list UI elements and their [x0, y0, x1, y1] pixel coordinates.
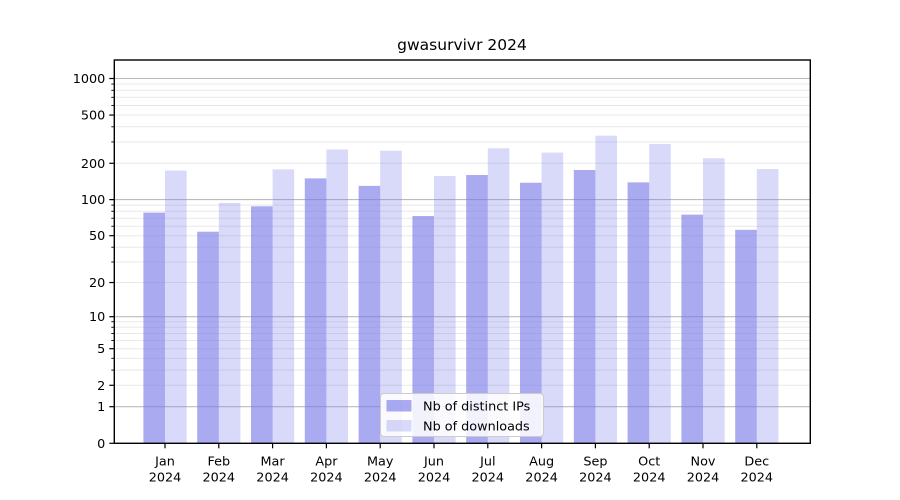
bar-downloads-jul	[487, 148, 510, 444]
chart-title: gwasurvivr 2024	[397, 36, 527, 54]
bar-downloads-nov	[703, 158, 725, 444]
y-tick-label: 2	[97, 379, 105, 394]
x-tick-label-month: Oct	[638, 455, 660, 470]
x-tick-label-month: Dec	[744, 455, 769, 470]
bar-downloads-feb	[218, 202, 241, 444]
x-tick-label-month: Jun	[423, 455, 444, 470]
bar-ips-mar	[251, 206, 273, 444]
bar-ips-nov	[681, 214, 703, 444]
bar-downloads-aug	[541, 152, 564, 444]
y-tick-label: 5	[97, 342, 105, 357]
x-tick-label-month: Sep	[583, 455, 607, 470]
bar-downloads-apr	[326, 149, 348, 444]
bar-downloads-dec	[756, 169, 779, 444]
legend-label: Nb of distinct IPs	[423, 400, 531, 415]
y-tick-label: 0	[97, 437, 105, 452]
bar-ips-jun	[412, 216, 434, 444]
x-tick-label-month: Jul	[479, 455, 495, 470]
plot-border	[113, 59, 812, 444]
bar-downloads-sep	[595, 135, 617, 444]
legend	[380, 393, 544, 437]
x-tick-label-month: Mar	[261, 455, 286, 470]
y-tick-label: 100	[81, 193, 105, 208]
bar-downloads-jan	[165, 170, 187, 444]
x-tick-label-month: Nov	[691, 455, 716, 470]
y-tick-label: 10	[89, 310, 105, 325]
x-tick-label-year: 2024	[687, 471, 720, 486]
bar-ips-may	[358, 185, 381, 444]
x-tick-label-month: Apr	[315, 455, 338, 470]
x-tick-label-year: 2024	[310, 471, 343, 486]
y-tick-label: 500	[81, 109, 105, 124]
bar-downloads-jun	[434, 175, 456, 444]
y-tick-label: 1	[97, 400, 105, 415]
bar-ips-apr	[304, 178, 327, 444]
x-tick-label-year: 2024	[256, 471, 289, 486]
x-tick-label-month: Jan	[154, 455, 175, 470]
legend-swatch-ips	[386, 400, 412, 412]
x-tick-label-year: 2024	[203, 471, 236, 486]
y-tick-label: 200	[81, 157, 105, 172]
bar-ips-feb	[197, 231, 219, 444]
x-tick-label-year: 2024	[579, 471, 612, 486]
bar-ips-aug	[520, 182, 542, 444]
x-tick-label-year: 2024	[633, 471, 666, 486]
y-tick-label: 50	[89, 229, 105, 244]
x-tick-label-year: 2024	[472, 471, 505, 486]
bar-ips-jan	[143, 212, 165, 444]
bar-ips-dec	[735, 229, 757, 444]
x-tick-label-year: 2024	[418, 471, 451, 486]
x-tick-label-month: Feb	[207, 455, 230, 470]
bar-ips-oct	[627, 182, 650, 444]
x-tick-label-year: 2024	[525, 471, 558, 486]
y-tick-label: 20	[89, 276, 105, 291]
bar-ips-jul	[466, 174, 488, 444]
x-tick-label-month: Aug	[529, 455, 554, 470]
legend-label: Nb of downloads	[423, 420, 530, 435]
x-tick-label-year: 2024	[364, 471, 397, 486]
x-tick-label-year: 2024	[149, 471, 182, 486]
bar-ips-sep	[573, 169, 596, 444]
x-tick-label-year: 2024	[741, 471, 774, 486]
bar-downloads-may	[380, 150, 402, 444]
y-tick-label: 1000	[73, 72, 106, 87]
x-tick-label-month: May	[367, 455, 394, 470]
bar-downloads-mar	[272, 169, 295, 444]
legend-swatch-downloads	[386, 420, 412, 432]
bar-downloads-oct	[649, 144, 671, 444]
